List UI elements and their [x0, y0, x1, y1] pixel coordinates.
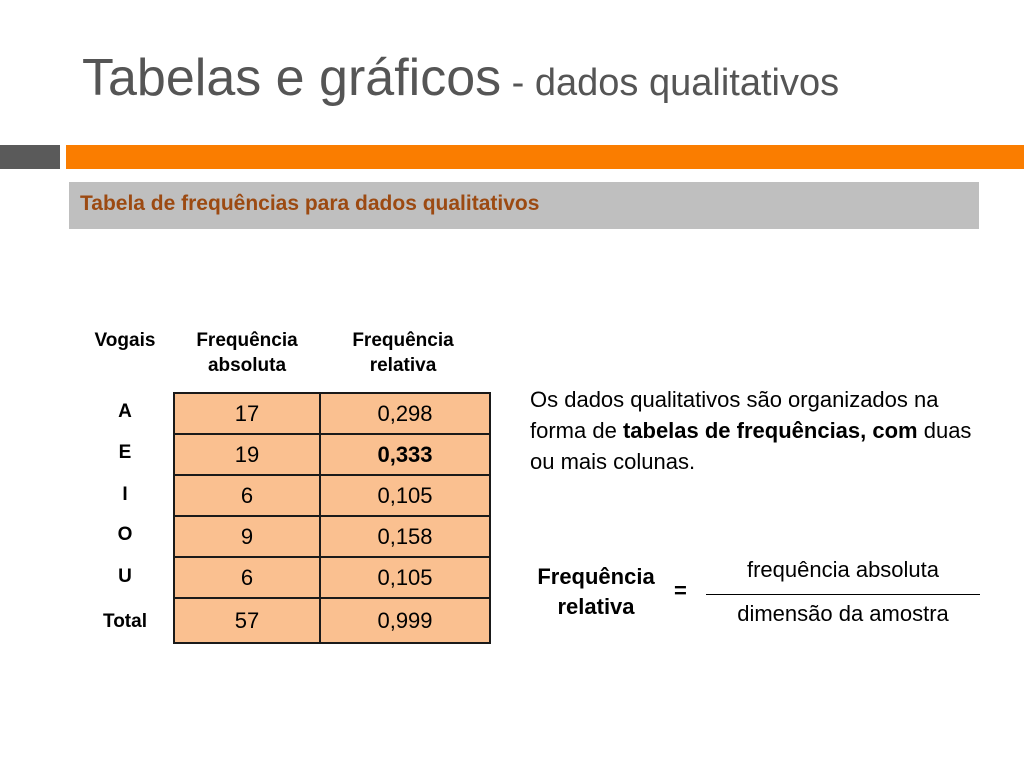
accent-bar-gray — [0, 145, 60, 169]
section-header: Tabela de frequências para dados qualita… — [69, 182, 979, 229]
abs-cell: 9 — [173, 515, 321, 558]
rel-cell: 0,105 — [319, 556, 491, 599]
abs-cell: 17 — [173, 392, 321, 435]
title-sub: - dados qualitativos — [501, 62, 840, 104]
slide-title: Tabelas e gráficos - dados qualitativos — [82, 48, 839, 108]
row-label-u: U — [118, 566, 132, 587]
rel-cell: 0,298 — [319, 392, 491, 435]
table-row: 17 0,298 — [173, 392, 491, 435]
header-freq-absoluta: Frequência absoluta — [196, 330, 298, 376]
row-label-o: O — [117, 524, 133, 545]
section-header-text: Tabela de frequências para dados qualita… — [80, 192, 540, 215]
table-row: 6 0,105 — [173, 556, 491, 599]
table-row-total: 57 0,999 — [173, 597, 491, 644]
table-row: 9 0,158 — [173, 515, 491, 558]
abs-cell: 19 — [173, 433, 321, 476]
row-label-i: I — [122, 484, 128, 505]
abs-cell: 6 — [173, 556, 321, 599]
title-main: Tabelas e gráficos — [82, 49, 502, 107]
total-rel-cell: 0,999 — [319, 597, 491, 644]
formula-denominator: dimensão da amostra — [737, 601, 949, 626]
description-text: Os dados qualitativos são organizados na… — [530, 387, 972, 474]
rel-cell: 0,105 — [319, 474, 491, 517]
rel-cell: 0,158 — [319, 515, 491, 558]
row-label-total: Total — [103, 611, 147, 632]
total-abs-cell: 57 — [173, 597, 321, 644]
frequency-table: 17 0,298 19 0,333 6 0,105 9 0,158 6 0,10… — [173, 392, 491, 644]
equals-sign: = — [674, 578, 687, 603]
description-bold: tabelas de frequências, com — [622, 418, 918, 443]
rel-cell-highlight: 0,333 — [319, 433, 491, 476]
row-label-a: A — [118, 401, 132, 422]
formula-numerator: frequência absoluta — [746, 557, 940, 582]
fraction-line — [706, 594, 980, 595]
formula-label: Frequência relativa — [537, 564, 655, 619]
header-freq-relativa: Frequência relativa — [352, 330, 454, 376]
row-label-e: E — [118, 442, 132, 463]
table-row: 6 0,105 — [173, 474, 491, 517]
header-vogais: Vogais — [94, 330, 156, 351]
abs-cell: 6 — [173, 474, 321, 517]
accent-bar-orange — [66, 145, 1024, 169]
table-row: 19 0,333 — [173, 433, 491, 476]
